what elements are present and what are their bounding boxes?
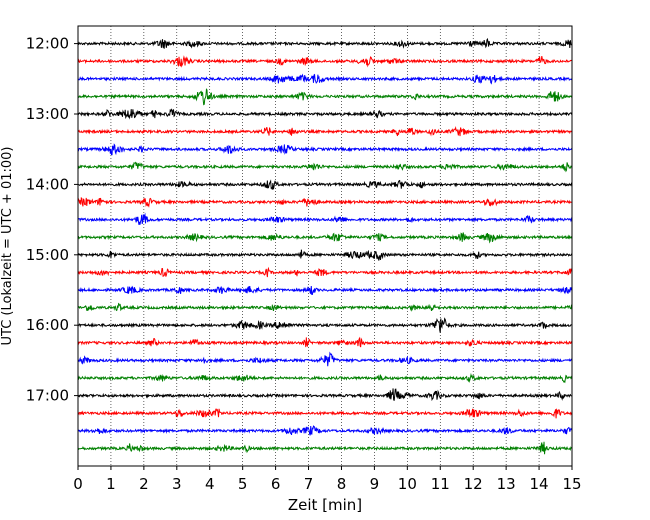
x-tick-label: 5 <box>238 475 248 493</box>
trace-1530 <box>77 285 573 295</box>
y-tick-label: 16:00 <box>26 316 69 334</box>
trace-1245 <box>77 88 573 106</box>
x-tick-label: 9 <box>370 475 380 493</box>
x-tick-label: 11 <box>431 475 450 493</box>
trace-1545 <box>77 302 573 312</box>
y-axis-label: UTC (Lokalzeit = UTC + 01:00) <box>0 147 15 346</box>
trace-1600 <box>77 317 573 333</box>
trace-1745 <box>77 441 573 455</box>
x-tick-label: 14 <box>530 475 549 493</box>
trace-1645 <box>77 372 573 384</box>
x-tick-label: 15 <box>562 475 581 493</box>
x-tick-label: 6 <box>271 475 281 493</box>
y-axis-ticks: 12:00 13:00 14:00 15:00 16:00 17:00 <box>26 35 78 405</box>
plot-background <box>78 26 572 466</box>
y-tick-label: 17:00 <box>26 387 69 405</box>
trace-1200 <box>77 37 573 49</box>
trace-1345 <box>77 161 573 173</box>
trace-1300 <box>77 108 573 120</box>
plot-frame <box>77 25 573 467</box>
x-tick-label: 0 <box>73 475 83 493</box>
x-tick-label: 12 <box>464 475 483 493</box>
x-tick-label: 8 <box>337 475 347 493</box>
trace-1330 <box>77 143 573 156</box>
trace-1615 <box>77 336 573 348</box>
y-tick-label: 13:00 <box>26 105 69 123</box>
y-tick-label: 12:00 <box>26 35 69 53</box>
trace-1715 <box>77 408 573 419</box>
trace-1230 <box>77 73 573 85</box>
y-tick-label: 14:00 <box>26 175 69 193</box>
x-tick-label: 2 <box>139 475 149 493</box>
x-tick-label: 10 <box>398 475 417 493</box>
trace-1730 <box>77 425 573 436</box>
x-gridlines <box>110 26 540 466</box>
x-tick-label: 4 <box>205 475 215 493</box>
y-tick-label: 15:00 <box>26 246 69 264</box>
trace-1445 <box>77 232 573 244</box>
trace-1400 <box>77 179 573 190</box>
x-tick-label: 3 <box>172 475 182 493</box>
x-axis-label: Zeit [min] <box>288 496 362 514</box>
trace-1415 <box>77 196 573 208</box>
traces <box>77 37 573 455</box>
trace-1515 <box>77 266 573 278</box>
trace-1315 <box>77 126 573 137</box>
trace-1630 <box>77 351 573 367</box>
trace-1500 <box>77 249 573 261</box>
trace-1700 <box>77 388 573 402</box>
trace-1430 <box>77 212 573 225</box>
x-tick-label: 7 <box>304 475 314 493</box>
x-tick-label: 1 <box>106 475 116 493</box>
trace-1215 <box>77 55 573 68</box>
x-axis-ticks: 0 1 2 3 4 5 6 7 8 9 10 11 12 13 14 15 <box>73 466 582 493</box>
x-tick-label: 13 <box>497 475 516 493</box>
